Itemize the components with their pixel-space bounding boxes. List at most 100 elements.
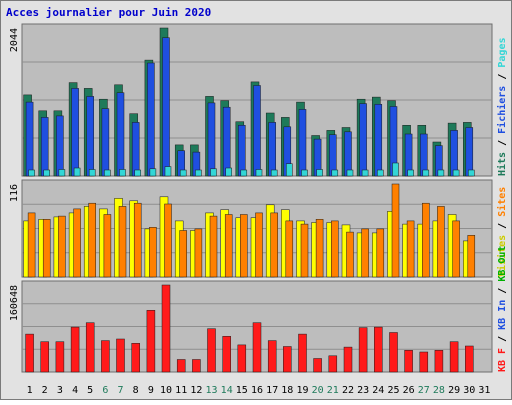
bar-pages-day-26 [407,169,414,177]
bar-fichiers-day-29 [450,130,458,177]
bar-kb-f-day-18 [283,346,292,373]
bar-fichiers-day-14 [222,106,231,177]
x-tick-label: 5 [87,385,93,396]
legend-entry: Visites [496,229,508,277]
bar-kb-f-day-10 [161,284,171,373]
bar-kb-f-day-15 [237,344,247,373]
bar-pages-day-24 [377,169,384,177]
x-tick-label: 22 [342,385,354,396]
bar-pages-day-27 [422,169,430,177]
bar-kb-f-day-12 [192,359,201,373]
bar-sites-day-13 [209,215,218,278]
legend-entry: / [497,282,508,294]
bar-sites-day-11 [179,230,187,278]
bar-pages-day-5 [88,169,96,177]
bar-sites-day-29 [452,220,460,278]
bar-sites-day-6 [103,214,112,278]
bar-pages-day-25 [392,162,399,177]
bar-sites-day-25 [391,183,400,278]
bar-sites-day-7 [118,206,127,278]
legend-entry: Hits [496,146,508,176]
x-tick-label: 14 [221,385,233,396]
series-pages [28,162,475,177]
bar-pages-day-30 [468,169,475,177]
bar-fichiers-day-13 [207,102,216,177]
bar-kb-f-day-5 [85,322,95,373]
series-kb-f [25,284,474,373]
bar-kb-f-day-29 [449,341,459,373]
legend-entry: / [497,217,508,229]
bar-sites-day-19 [300,223,309,278]
bar-sites-day-10 [164,203,172,278]
legend-entry: / [497,330,508,342]
legend-entry: KB Out [497,246,508,282]
bar-kb-f-day-21 [328,355,338,373]
bar-kb-f-day-22 [343,346,353,373]
bar-kb-f-day-2 [40,341,49,373]
bar-kb-f-day-23 [358,327,368,373]
bar-kb-f-day-1 [25,333,34,373]
x-tick-label: 21 [327,385,339,396]
bar-sites-day-23 [361,228,369,278]
x-tick-label: 31 [478,385,490,396]
bar-pages-day-8 [134,169,141,177]
bar-kb-f-day-8 [131,343,140,373]
legend-entry: KB F [497,342,508,372]
bar-fichiers-day-16 [253,85,261,177]
x-tick-label: 30 [463,385,475,396]
bar-fichiers-day-4 [71,88,79,177]
bar-fichiers-day-22 [344,131,352,177]
bar-pages-day-9 [149,168,157,177]
legend-entry: KB In [497,294,508,330]
x-tick-label: 25 [387,385,399,396]
x-tick-label: 27 [418,385,430,396]
bar-sites-day-30 [467,235,476,278]
x-tick-label: 17 [266,385,278,396]
bar-fichiers-day-7 [116,92,125,177]
x-tick-label: 29 [448,385,460,396]
x-axis: 1 2 3 4 5 6 7 8 9 10 11 12 13 14 15 16 17 18 19 20 21 22 23 24 2… [27,385,491,396]
bar-fichiers-day-19 [298,109,307,177]
bar-sites-day-27 [422,202,430,278]
bar-pages-day-12 [195,169,202,177]
bar-pages-day-2 [43,169,50,177]
chart-panels: 2044 Hits / Fichiers / Pages 116 Visites /… [9,23,508,373]
bar-pages-day-3 [58,169,66,177]
series-sites [27,183,476,278]
panel-kbf: 160648 KB F / KB In / KB Out [9,246,508,373]
panel-legend: Visites / Sites [496,187,508,277]
bar-sites-day-8 [133,202,142,278]
bar-fichiers-day-8 [131,122,140,177]
bar-sites-day-1 [27,212,36,278]
bar-fichiers-day-24 [374,104,383,177]
x-tick-label: 4 [72,385,78,396]
bar-kb-f-day-16 [252,322,262,373]
bar-sites-day-2 [42,219,51,278]
panel-visites: 116 Visites / Sites [9,179,508,278]
legend-entry: / [497,134,508,146]
x-tick-label: 8 [133,385,139,396]
bar-kb-f-day-27 [419,351,429,373]
series-visites [23,196,472,278]
bar-pages-day-22 [346,169,354,177]
bar-pages-day-13 [210,168,217,177]
bar-pages-day-1 [28,169,35,177]
bar-kb-f-day-3 [55,341,65,373]
x-tick-label: 2 [42,385,48,396]
x-tick-label: 7 [117,385,123,396]
bar-kb-f-day-11 [176,359,186,373]
legend-entry: Pages [497,38,508,68]
bar-fichiers-day-27 [420,133,428,177]
bar-sites-day-16 [255,212,263,278]
x-tick-label: 15 [236,385,248,396]
bar-pages-day-29 [452,169,460,177]
chart-title: Acces journalier pour Juin 2020 [6,6,211,19]
x-tick-label: 19 [296,385,308,396]
bar-pages-day-11 [179,169,187,177]
bar-fichiers-day-17 [268,122,276,177]
bar-sites-day-12 [194,228,203,278]
bar-pages-day-17 [270,169,278,177]
x-tick-label: 18 [281,385,293,396]
bar-kb-f-day-6 [101,340,110,373]
